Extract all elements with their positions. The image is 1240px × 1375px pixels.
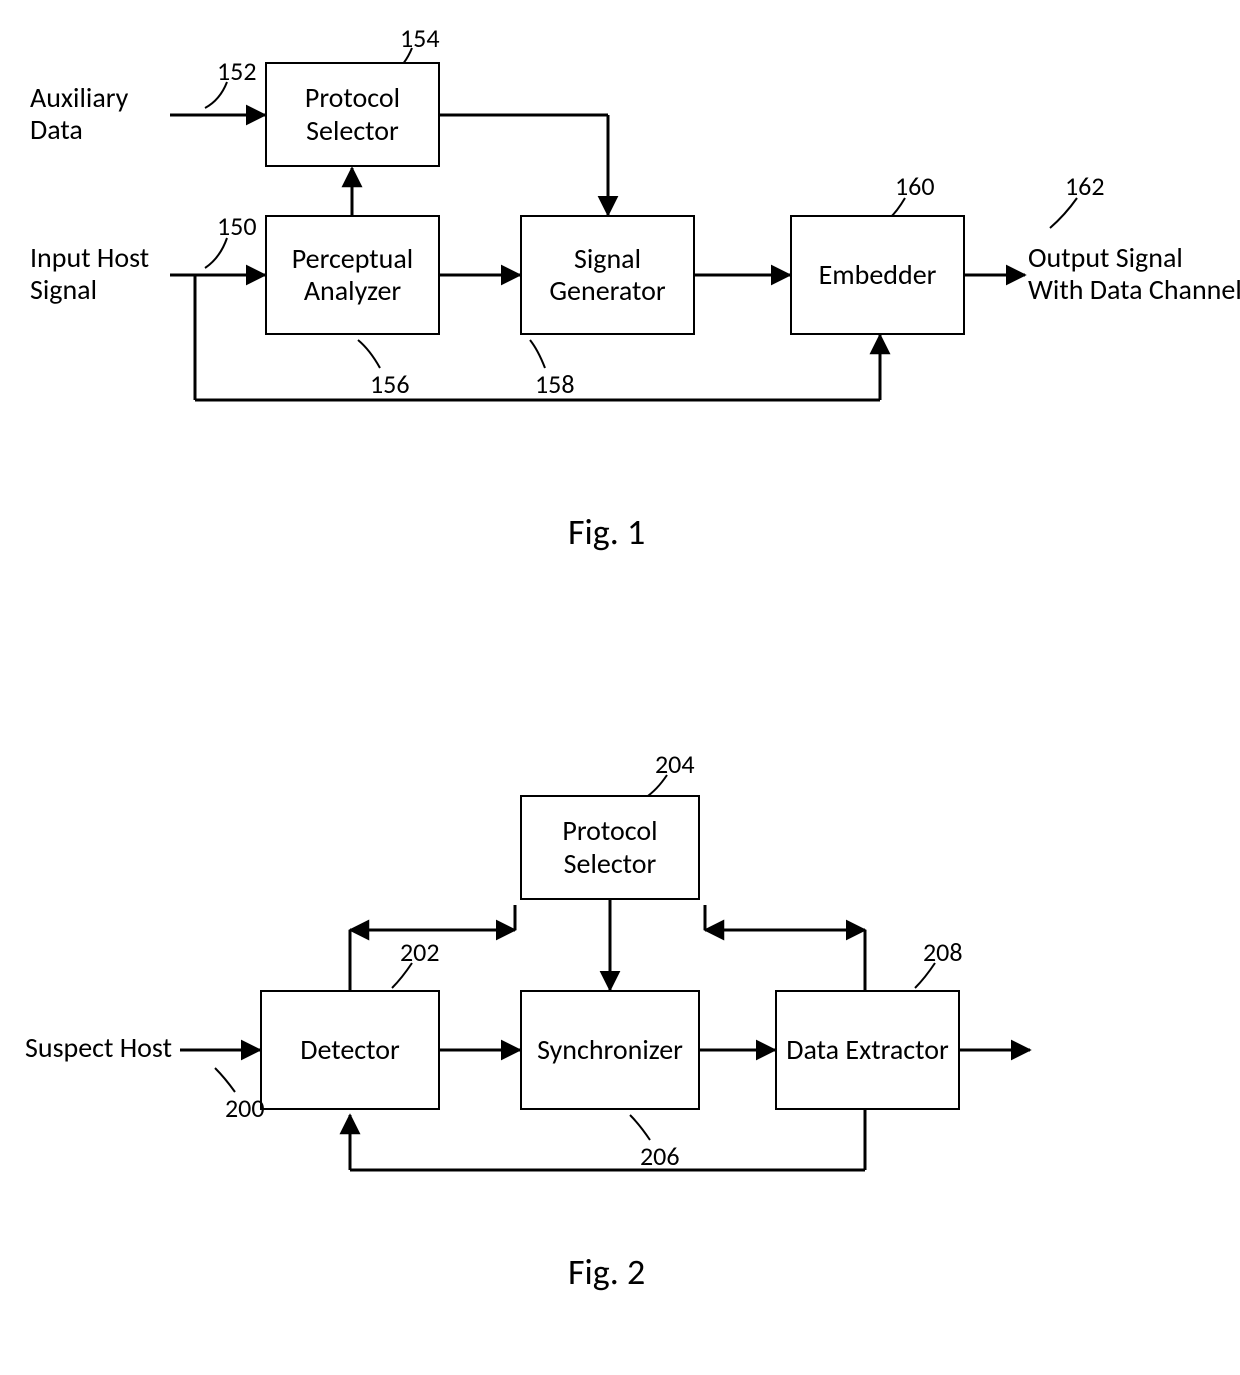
detector-text: Detector: [300, 1034, 400, 1066]
protocol-selector-text: Protocol Selector: [305, 82, 400, 146]
figure-2: Protocol Selector Detector Synchronizer …: [0, 720, 1240, 1370]
data-extractor-text: Data Extractor: [786, 1034, 949, 1066]
ref-202: 202: [400, 936, 440, 968]
perceptual-analyzer-text: Perceptual Analyzer: [292, 243, 413, 307]
ref-154: 154: [400, 22, 440, 54]
synchronizer-text: Synchronizer: [537, 1034, 683, 1066]
synchronizer-box: Synchronizer: [520, 990, 700, 1110]
signal-generator-text: Signal Generator: [549, 243, 665, 307]
detector-box: Detector: [260, 990, 440, 1110]
protocol-selector-box: Protocol Selector: [265, 62, 440, 167]
ref-150: 150: [217, 210, 257, 242]
ref-208: 208: [923, 936, 963, 968]
suspect-host-label: Suspect Host: [25, 1032, 185, 1064]
fig2-title: Fig. 2: [568, 1250, 645, 1294]
ref-200: 200: [225, 1092, 265, 1124]
perceptual-analyzer-box: Perceptual Analyzer: [265, 215, 440, 335]
ref-204: 204: [655, 748, 695, 780]
embedder-box: Embedder: [790, 215, 965, 335]
signal-generator-box: Signal Generator: [520, 215, 695, 335]
ref-158: 158: [535, 368, 575, 400]
fig1-title: Fig. 1: [568, 510, 645, 554]
ref-152: 152: [217, 55, 257, 87]
input-host-label: Input Host Signal: [30, 242, 165, 306]
embedder-text: Embedder: [819, 259, 937, 291]
ref-206: 206: [640, 1140, 680, 1172]
ref-156: 156: [370, 368, 410, 400]
ref-162: 162: [1065, 170, 1105, 202]
auxiliary-data-label: Auxiliary Data: [30, 82, 165, 146]
data-extractor-box: Data Extractor: [775, 990, 960, 1110]
figure-1: Protocol Selector Perceptual Analyzer Si…: [0, 0, 1240, 600]
protocol-selector2-text: Protocol Selector: [562, 815, 657, 879]
ref-160: 160: [895, 170, 935, 202]
output-signal-label: Output Signal With Data Channel: [1028, 242, 1240, 306]
protocol-selector2-box: Protocol Selector: [520, 795, 700, 900]
